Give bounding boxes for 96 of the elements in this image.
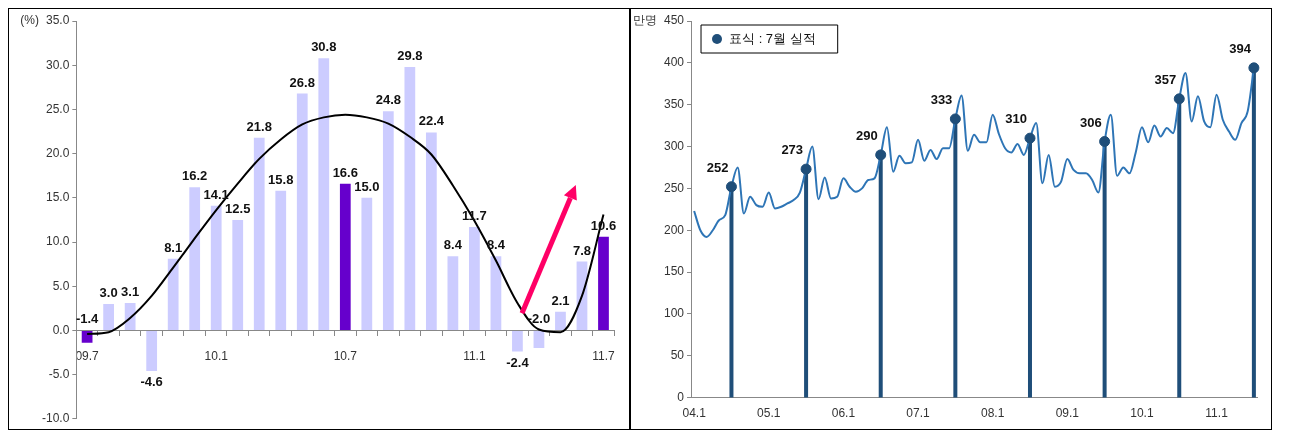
point	[1024, 132, 1036, 144]
data-label: 3.0	[99, 284, 118, 300]
y-tick-label: 50	[670, 348, 685, 363]
y-axis-title: (%)	[20, 13, 39, 28]
y-tick-label: 25.0	[45, 101, 70, 116]
bar	[124, 303, 136, 330]
data-label: 14.1	[203, 186, 229, 202]
y-tick-label: 150	[663, 264, 685, 279]
point	[875, 149, 887, 161]
bar	[512, 330, 523, 352]
data-label: 2.1	[551, 292, 570, 308]
x-tick-label: 06.1	[831, 406, 856, 421]
data-label: 252	[706, 159, 729, 175]
data-label: 16.6	[332, 164, 358, 180]
data-label: 12.5	[225, 200, 251, 216]
data-label: 310	[1005, 111, 1027, 127]
bar	[361, 197, 373, 330]
data-label: 24.8	[375, 92, 401, 108]
y-tick-label: 15.0	[45, 190, 70, 205]
point	[1099, 136, 1111, 148]
bar	[232, 219, 244, 330]
y-axis-title: 만명	[633, 13, 657, 28]
bar	[404, 66, 416, 330]
x-tick-label: 10.7	[333, 348, 358, 363]
bar	[318, 58, 330, 330]
x-tick-label: 11.1	[463, 348, 486, 363]
data-label: 290	[856, 127, 878, 143]
y-tick-label: -10.0	[41, 411, 70, 426]
data-label: 26.8	[289, 74, 315, 90]
bar	[253, 137, 265, 330]
point	[1173, 93, 1185, 105]
y-tick-label: 200	[663, 222, 685, 237]
y-tick-label: 10.0	[45, 234, 70, 249]
data-label: 333	[930, 91, 953, 107]
x-tick-label: 04.1	[682, 406, 707, 421]
x-tick-label: 11.1	[1205, 406, 1229, 421]
data-label: 357	[1154, 71, 1177, 87]
point	[949, 113, 961, 125]
y-tick-label: 450	[663, 13, 685, 28]
point	[800, 163, 812, 175]
y-tick-label: 5.0	[52, 278, 70, 293]
bar	[189, 187, 201, 330]
legend-label: 표식 : 7월 실적	[729, 30, 816, 46]
bar	[469, 226, 480, 330]
y-tick-label: 20.0	[45, 145, 70, 160]
data-label: -4.6	[140, 374, 163, 390]
bar	[447, 256, 459, 330]
data-label: 3.1	[121, 284, 140, 300]
bar	[555, 311, 566, 330]
point	[1248, 62, 1260, 74]
x-tick-label: 09.1	[1055, 406, 1080, 421]
y-tick-label: 0.0	[52, 322, 70, 337]
data-label: 16.2	[182, 168, 208, 184]
data-label: -2.4	[506, 354, 530, 370]
data-label: 21.8	[246, 118, 272, 134]
bar	[146, 330, 158, 372]
x-tick-label: 10.1	[1130, 406, 1154, 421]
x-tick-label: 10.1	[204, 348, 229, 363]
y-tick-label: 300	[663, 138, 685, 153]
bar	[275, 190, 287, 330]
y-tick-label: 400	[663, 55, 685, 70]
data-label: 15.8	[268, 171, 294, 187]
bar	[533, 330, 545, 349]
bar	[339, 183, 351, 330]
y-tick-label: 0	[677, 389, 685, 404]
data-label: 30.8	[311, 39, 337, 55]
data-label: 273	[781, 142, 804, 158]
y-tick-label: -5.0	[48, 366, 70, 381]
bar	[425, 132, 437, 330]
data-label: 306	[1079, 114, 1102, 130]
x-tick-label: 08.1	[980, 406, 1005, 421]
y-tick-label: 350	[663, 97, 685, 111]
data-label: 8.4	[443, 237, 463, 253]
x-tick-label: 11.7	[592, 348, 616, 363]
data-label: 15.0	[354, 178, 380, 194]
data-label: -2.0	[527, 311, 551, 327]
y-tick-label: 250	[663, 180, 685, 195]
bar	[598, 236, 609, 330]
point	[725, 181, 737, 193]
y-tick-label: 35.0	[45, 13, 70, 28]
bar	[103, 303, 114, 330]
x-tick-label: 07.1	[906, 406, 931, 421]
data-label: 7.8	[572, 242, 592, 258]
x-tick-label: 05.1	[757, 406, 781, 421]
data-label: 8.1	[164, 239, 183, 255]
y-tick-label: 100	[663, 306, 685, 321]
data-label: -1.4	[75, 311, 100, 327]
data-label: 29.8	[397, 48, 423, 64]
data-label: 394	[1229, 40, 1252, 56]
data-label: 8.4	[486, 237, 506, 253]
bar	[382, 111, 394, 330]
y-tick-label: 30.0	[45, 57, 70, 72]
bar	[296, 93, 308, 330]
bar	[210, 205, 222, 330]
bar	[167, 258, 179, 330]
data-label: 22.4	[418, 113, 445, 129]
